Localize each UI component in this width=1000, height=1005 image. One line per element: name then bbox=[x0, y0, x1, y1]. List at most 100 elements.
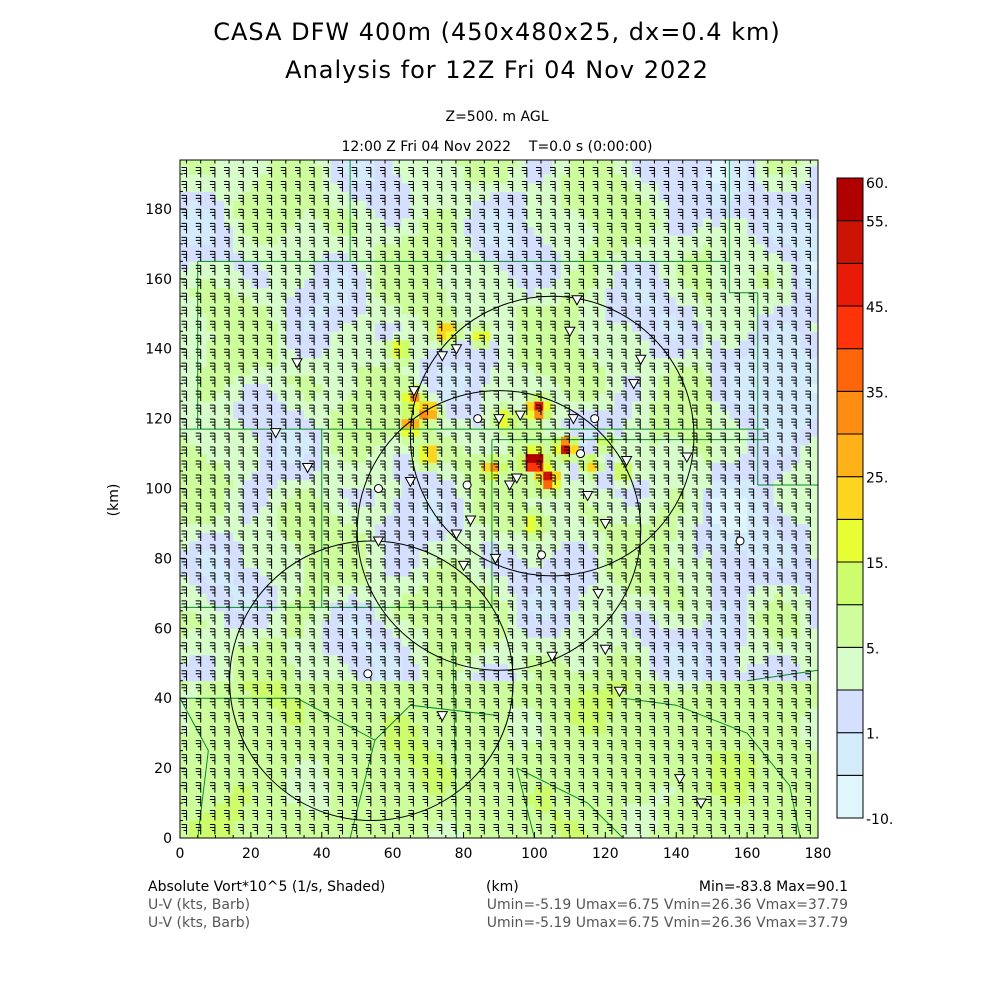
vorticity-cell bbox=[658, 715, 668, 725]
vorticity-cell bbox=[330, 444, 341, 455]
vorticity-cell bbox=[321, 340, 332, 350]
vorticity-cell bbox=[543, 383, 553, 393]
vorticity-cell bbox=[419, 497, 429, 507]
vorticity-cell bbox=[729, 340, 739, 350]
vorticity-cell bbox=[596, 427, 606, 437]
vorticity-cell bbox=[330, 558, 341, 568]
vorticity-cell bbox=[357, 768, 367, 778]
vorticity-cell bbox=[357, 506, 367, 516]
vorticity-cell bbox=[640, 523, 651, 533]
vorticity-cell bbox=[463, 208, 474, 219]
vorticity-cell bbox=[587, 374, 598, 385]
vorticity-cell bbox=[304, 672, 314, 682]
vorticity-cell bbox=[392, 270, 403, 280]
vorticity-cell bbox=[330, 549, 341, 559]
vorticity-cell bbox=[693, 208, 704, 219]
vorticity-cell bbox=[242, 567, 252, 577]
vorticity-cell bbox=[543, 392, 553, 402]
vorticity-cell bbox=[693, 514, 704, 524]
vorticity-cell bbox=[711, 436, 722, 446]
vorticity-cell bbox=[552, 532, 562, 542]
vorticity-cell bbox=[454, 165, 465, 175]
vorticity-cell bbox=[658, 278, 668, 289]
vorticity-cell bbox=[330, 383, 341, 393]
vorticity-cell bbox=[552, 785, 562, 795]
vorticity-cell bbox=[268, 724, 279, 734]
vorticity-cell bbox=[561, 637, 571, 647]
vorticity-cell bbox=[242, 401, 252, 411]
vorticity-cell bbox=[463, 733, 474, 743]
vorticity-cell bbox=[197, 785, 208, 795]
vorticity-cell bbox=[561, 532, 571, 542]
vorticity-cell bbox=[188, 444, 199, 455]
vorticity-cell bbox=[286, 602, 296, 612]
vorticity-cell bbox=[348, 759, 358, 769]
vorticity-cell bbox=[180, 549, 190, 559]
vorticity-cell bbox=[215, 575, 225, 586]
vorticity-cell bbox=[658, 427, 668, 437]
vorticity-cell bbox=[702, 453, 713, 463]
vorticity-cell bbox=[242, 252, 252, 262]
vorticity-cell bbox=[587, 759, 598, 769]
vorticity-cell bbox=[286, 785, 296, 795]
vorticity-cell bbox=[685, 706, 695, 717]
vorticity-cell bbox=[640, 776, 651, 787]
vorticity-cell bbox=[561, 471, 571, 481]
vorticity-cell bbox=[587, 383, 598, 393]
vorticity-cell bbox=[339, 462, 349, 472]
vorticity-cell bbox=[268, 532, 279, 542]
vorticity-cell bbox=[374, 383, 385, 393]
vorticity-cell bbox=[348, 479, 358, 490]
vorticity-cell bbox=[525, 252, 536, 262]
vorticity-cell bbox=[552, 689, 562, 699]
vorticity-cell bbox=[357, 741, 367, 752]
vorticity-cell bbox=[357, 811, 367, 822]
vorticity-cell bbox=[543, 497, 553, 507]
vorticity-cell bbox=[667, 313, 677, 324]
vorticity-cell bbox=[658, 217, 668, 227]
vorticity-cell bbox=[676, 226, 686, 236]
vorticity-cell bbox=[596, 261, 606, 271]
vorticity-cell bbox=[552, 733, 562, 743]
vorticity-cell bbox=[419, 514, 429, 524]
vorticity-cell bbox=[259, 602, 270, 612]
vorticity-cell bbox=[605, 243, 615, 254]
vorticity-cell bbox=[711, 776, 722, 787]
vorticity-cell bbox=[428, 602, 438, 612]
vorticity-cell bbox=[445, 610, 456, 621]
vorticity-cell bbox=[339, 296, 349, 306]
vorticity-cell bbox=[259, 174, 270, 184]
vorticity-cell bbox=[304, 733, 314, 743]
vorticity-cell bbox=[490, 733, 500, 743]
vorticity-cell bbox=[640, 575, 651, 586]
vorticity-cell bbox=[304, 278, 314, 289]
vorticity-cell bbox=[224, 733, 234, 743]
vorticity-cell bbox=[428, 724, 438, 734]
vorticity-cell bbox=[383, 287, 394, 297]
vorticity-cell bbox=[738, 165, 748, 175]
vorticity-cell bbox=[534, 829, 544, 838]
vorticity-cell bbox=[410, 645, 420, 656]
vorticity-cell bbox=[277, 235, 287, 245]
vorticity-cell bbox=[578, 453, 589, 463]
vorticity-cell bbox=[286, 628, 296, 638]
vorticity-cell bbox=[348, 217, 358, 227]
vorticity-cell bbox=[693, 287, 704, 297]
vorticity-cell bbox=[561, 174, 571, 184]
vorticity-cell bbox=[321, 383, 332, 393]
vorticity-cell bbox=[268, 191, 279, 201]
vorticity-cell bbox=[401, 584, 411, 594]
vorticity-cell bbox=[693, 506, 704, 516]
vorticity-cell bbox=[304, 261, 314, 271]
vorticity-cell bbox=[658, 340, 668, 350]
vorticity-cell bbox=[401, 174, 411, 184]
vorticity-cell bbox=[428, 374, 438, 385]
vorticity-cell bbox=[552, 340, 562, 350]
vorticity-cell bbox=[667, 532, 677, 542]
vorticity-cell bbox=[552, 270, 562, 280]
vorticity-cell bbox=[702, 654, 713, 664]
vorticity-cell bbox=[250, 680, 261, 690]
vorticity-cell bbox=[667, 540, 677, 551]
vorticity-cell bbox=[180, 165, 190, 175]
vorticity-cell bbox=[286, 479, 296, 490]
